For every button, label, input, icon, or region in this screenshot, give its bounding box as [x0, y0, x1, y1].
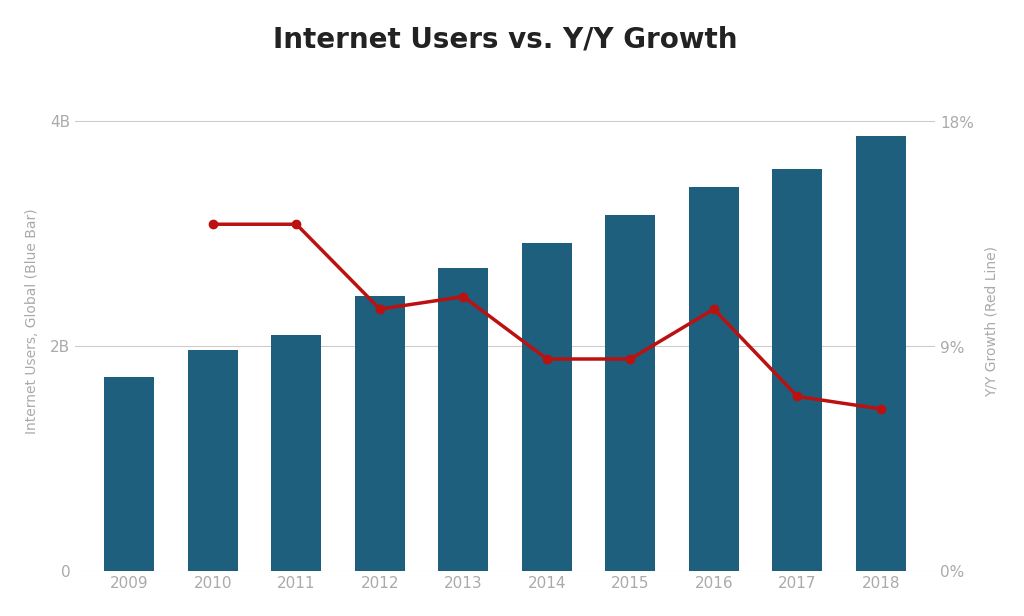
- Bar: [187, 350, 238, 571]
- Bar: [104, 376, 155, 571]
- Y-axis label: Y/Y Growth (Red Line): Y/Y Growth (Red Line): [985, 246, 999, 397]
- Bar: [522, 243, 572, 571]
- Title: Internet Users vs. Y/Y Growth: Internet Users vs. Y/Y Growth: [272, 25, 737, 53]
- Bar: [605, 215, 655, 571]
- Bar: [772, 169, 822, 571]
- Bar: [856, 136, 906, 571]
- Bar: [355, 296, 404, 571]
- Bar: [438, 267, 488, 571]
- Y-axis label: Internet Users, Global (Blue Bar): Internet Users, Global (Blue Bar): [25, 209, 39, 434]
- Bar: [271, 335, 322, 571]
- Bar: [689, 187, 739, 571]
